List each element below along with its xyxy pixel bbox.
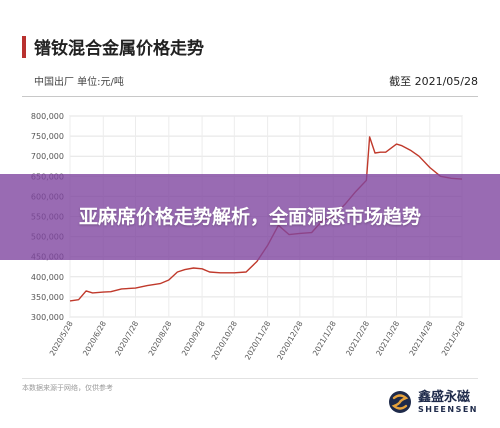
x-tick-label: 2020/11/28 <box>243 319 273 361</box>
y-tick-label: 400,000 <box>31 273 64 282</box>
y-tick-label: 800,000 <box>31 112 64 121</box>
x-tick-label: 2021/2/28 <box>344 319 371 357</box>
brand-name-en: SHEENSEN <box>417 404 478 414</box>
x-tick-label: 2020/6/28 <box>81 319 108 357</box>
chart-title: 镨钕混合金属价格走势 <box>34 39 204 59</box>
header-divider <box>22 96 478 97</box>
brand-mark-icon <box>388 391 411 413</box>
x-tick-label: 2021/5/28 <box>440 319 467 357</box>
x-tick-label: 2020/10/28 <box>210 319 240 361</box>
x-tick-label: 2020/7/28 <box>113 319 140 357</box>
x-tick-label: 2021/4/28 <box>407 319 434 357</box>
y-tick-label: 300,000 <box>31 313 64 322</box>
x-tick-label: 2020/8/28 <box>147 319 174 357</box>
chart-subtitle: 中国出厂 单位:元/吨 <box>34 77 124 88</box>
x-tick-label: 2021/3/28 <box>374 319 401 357</box>
source-note: 本数据来源于网络，仅供参考 <box>22 384 113 392</box>
overlay-banner: 亚麻席价格走势解析，全面洞悉市场趋势 <box>0 174 500 260</box>
title-accent-bar <box>22 36 26 58</box>
as-of-date: 截至 2021/05/28 <box>389 75 478 88</box>
x-tick-label: 2020/12/28 <box>275 319 305 361</box>
x-axis-ticks: 2020/5/28 2020/6/28 2020/7/28 2020/8/28 2020… <box>48 319 467 361</box>
x-tick-label: 2020/5/28 <box>48 319 75 357</box>
banner-headline: 亚麻席价格走势解析，全面洞悉市场趋势 <box>78 206 421 228</box>
y-tick-label: 750,000 <box>31 132 64 141</box>
y-tick-label: 700,000 <box>31 152 64 161</box>
y-tick-label: 350,000 <box>31 293 64 302</box>
x-tick-label: 2021/1/28 <box>311 319 338 357</box>
brand-logo: 鑫盛永磁 SHEENSEN <box>388 390 478 414</box>
brand-name-cn: 鑫盛永磁 <box>417 389 470 405</box>
footer-divider <box>22 378 478 379</box>
x-tick-label: 2020/9/28 <box>180 319 207 357</box>
